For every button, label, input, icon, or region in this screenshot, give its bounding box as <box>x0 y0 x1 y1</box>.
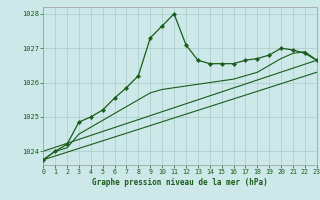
X-axis label: Graphe pression niveau de la mer (hPa): Graphe pression niveau de la mer (hPa) <box>92 178 268 187</box>
